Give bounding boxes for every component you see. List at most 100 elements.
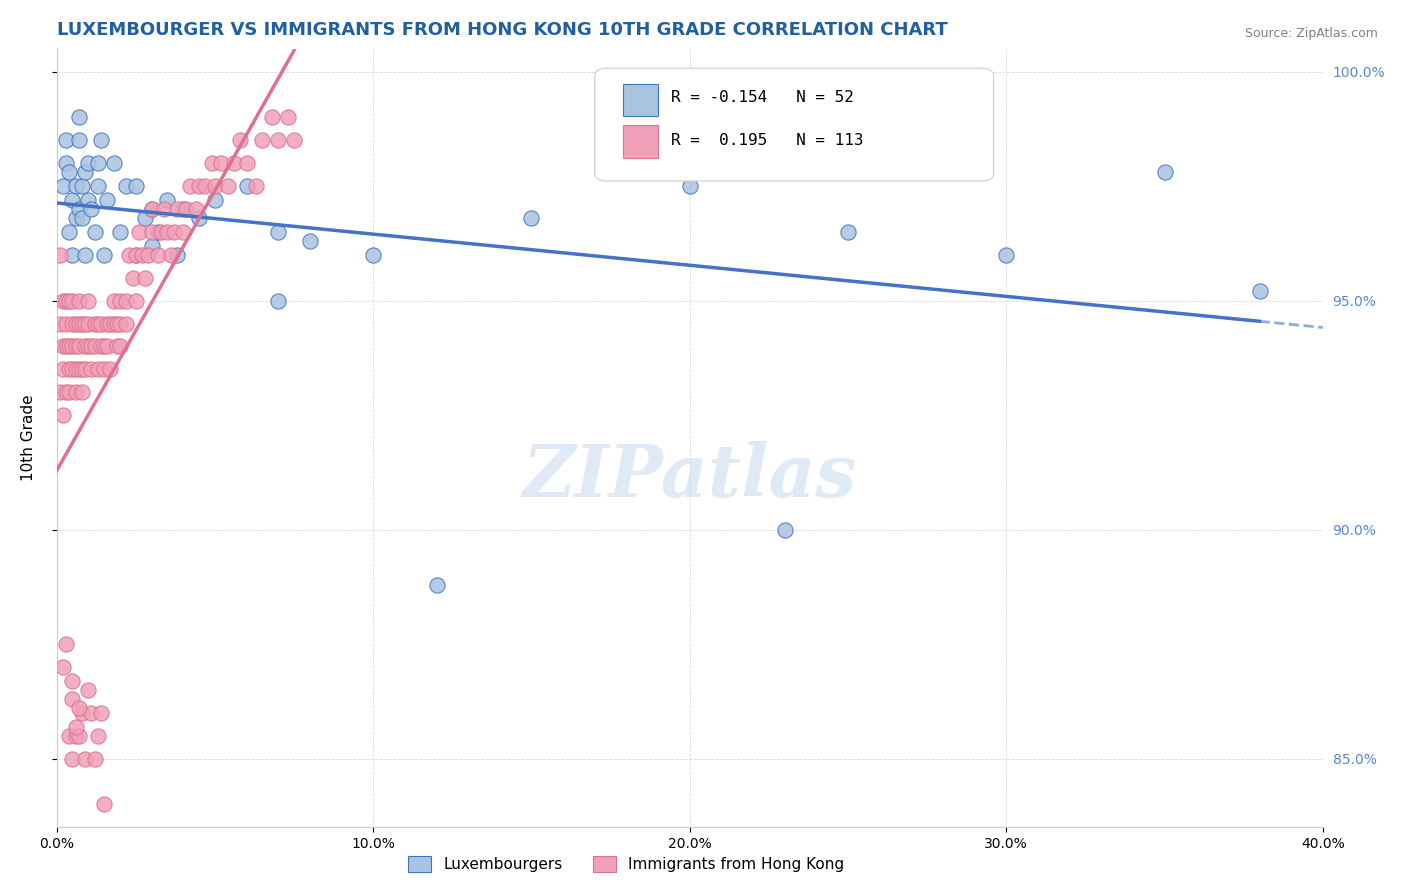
Point	[62, 692, 84, 706]
Point	[128, 225, 150, 239]
Point	[65, 179, 87, 194]
Point	[184, 202, 207, 216]
Point	[93, 248, 115, 262]
Point	[204, 193, 226, 207]
Point	[679, 179, 702, 194]
Point	[146, 225, 169, 239]
Point	[55, 637, 77, 651]
Point	[90, 339, 112, 353]
Point	[67, 133, 90, 147]
Point	[134, 270, 156, 285]
Point	[267, 225, 290, 239]
Point	[204, 179, 226, 194]
Point	[93, 797, 115, 812]
Point	[80, 202, 103, 216]
Point	[67, 729, 90, 743]
Point	[1249, 285, 1271, 299]
Point	[166, 248, 188, 262]
Point	[62, 362, 84, 376]
Point	[52, 408, 75, 422]
Point	[67, 362, 90, 376]
Point	[283, 133, 305, 147]
Point	[96, 339, 118, 353]
Point	[150, 225, 173, 239]
Point	[62, 248, 84, 262]
Point	[65, 362, 87, 376]
Point	[108, 339, 131, 353]
Text: LUXEMBOURGER VS IMMIGRANTS FROM HONG KONG 10TH GRADE CORRELATION CHART: LUXEMBOURGER VS IMMIGRANTS FROM HONG KON…	[56, 21, 948, 39]
Point	[83, 317, 105, 331]
Point	[105, 339, 128, 353]
Point	[361, 248, 384, 262]
Point	[153, 202, 176, 216]
Point	[87, 317, 110, 331]
Point	[80, 362, 103, 376]
Point	[77, 682, 100, 697]
Point	[52, 293, 75, 308]
Point	[49, 317, 72, 331]
Point	[252, 133, 274, 147]
Point	[75, 339, 97, 353]
Point	[425, 577, 447, 591]
Point	[58, 165, 80, 179]
Point	[62, 339, 84, 353]
Point	[156, 225, 179, 239]
Point	[75, 362, 97, 376]
Point	[62, 293, 84, 308]
Point	[172, 225, 194, 239]
Bar	[623, 125, 658, 158]
Point	[108, 317, 131, 331]
Point	[77, 317, 100, 331]
Point	[837, 225, 859, 239]
Bar	[623, 84, 658, 117]
Point	[125, 179, 148, 194]
Point	[62, 673, 84, 688]
Point	[108, 293, 131, 308]
Point	[103, 317, 125, 331]
Point	[87, 362, 110, 376]
Point	[62, 193, 84, 207]
Point	[118, 248, 141, 262]
Point	[260, 111, 283, 125]
Point	[77, 193, 100, 207]
Point	[93, 362, 115, 376]
Point	[235, 179, 257, 194]
Point	[520, 211, 543, 226]
Point	[49, 248, 72, 262]
Text: R = -0.154   N = 52: R = -0.154 N = 52	[671, 90, 853, 105]
Point	[77, 293, 100, 308]
Point	[222, 156, 245, 170]
Point	[163, 225, 186, 239]
Point	[62, 751, 84, 765]
Point	[995, 248, 1018, 262]
Point	[188, 179, 211, 194]
Point	[75, 248, 97, 262]
Point	[100, 317, 122, 331]
Point	[96, 193, 118, 207]
Point	[58, 225, 80, 239]
Point	[65, 317, 87, 331]
Point	[141, 202, 163, 216]
Point	[55, 317, 77, 331]
Point	[115, 317, 138, 331]
Point	[141, 225, 163, 239]
Point	[125, 248, 148, 262]
Point	[115, 293, 138, 308]
Point	[138, 248, 160, 262]
Point	[65, 720, 87, 734]
Point	[62, 317, 84, 331]
Point	[58, 339, 80, 353]
Point	[141, 202, 163, 216]
Point	[83, 751, 105, 765]
Point	[55, 339, 77, 353]
Point	[209, 156, 232, 170]
Point	[55, 385, 77, 400]
Point	[103, 293, 125, 308]
Point	[90, 133, 112, 147]
Point	[105, 317, 128, 331]
Point	[52, 660, 75, 674]
Point	[70, 362, 93, 376]
Point	[58, 385, 80, 400]
Y-axis label: 10th Grade: 10th Grade	[21, 394, 35, 482]
Point	[70, 211, 93, 226]
